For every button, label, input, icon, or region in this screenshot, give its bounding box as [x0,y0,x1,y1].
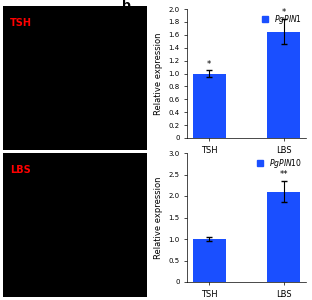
Y-axis label: Relative expression: Relative expression [154,32,163,115]
Legend: $\it{PgPIN1}$: $\it{PgPIN1}$ [262,13,302,26]
Y-axis label: Relative expression: Relative expression [154,176,163,259]
Text: *: * [281,8,286,17]
Text: **: ** [280,170,288,179]
Bar [267,192,300,282]
Legend: $\it{PgPIN10}$: $\it{PgPIN10}$ [256,157,302,170]
Text: LBS: LBS [10,164,31,175]
Text: *: * [207,60,212,69]
Text: TSH: TSH [10,17,32,28]
Bar [193,74,226,138]
Bar [267,32,300,138]
Bar [193,239,226,282]
Text: b: b [122,0,131,12]
